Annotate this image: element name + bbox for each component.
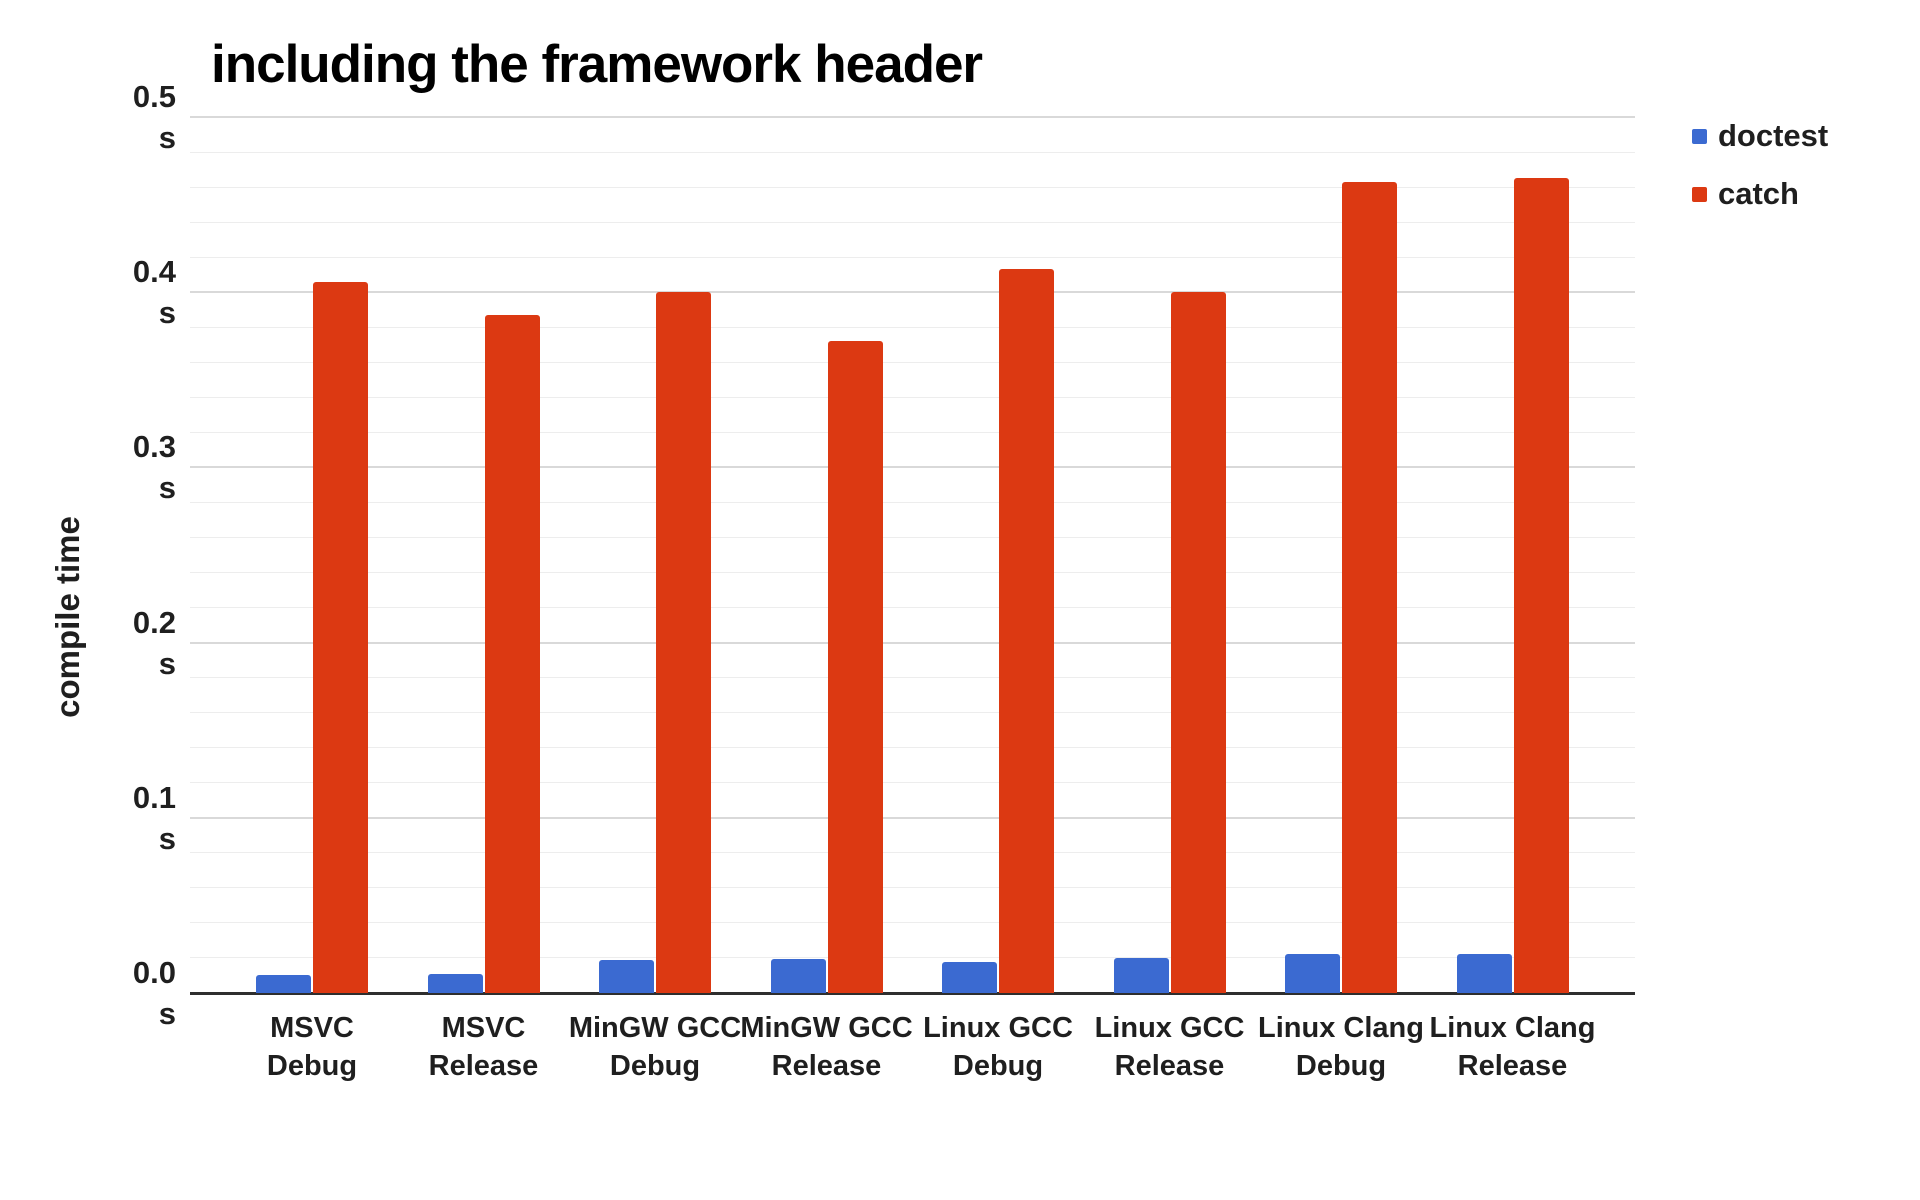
- major-gridline: [190, 816, 1635, 819]
- x-category-label: MSVC Debug: [202, 1009, 422, 1085]
- minor-gridline: [190, 396, 1635, 398]
- bar-catch-linux-gcc-debug: [999, 269, 1054, 993]
- minor-gridline: [190, 887, 1635, 889]
- minor-gridline: [190, 712, 1635, 714]
- y-tick-unit: s: [158, 120, 176, 155]
- minor-gridline: [190, 677, 1635, 679]
- y-tick-unit: s: [158, 996, 176, 1031]
- minor-gridline: [190, 852, 1635, 854]
- minor-gridline: [190, 536, 1635, 538]
- x-label-line2: Release: [428, 1050, 539, 1082]
- bar-doctest-linux-clang-debug: [1285, 954, 1340, 993]
- y-tick-value: 0.4: [132, 254, 176, 290]
- y-tick-label: 0.2 s: [58, 602, 176, 684]
- doctest-color-swatch: [1692, 128, 1707, 144]
- x-axis-line: [190, 992, 1635, 995]
- minor-gridline: [190, 501, 1635, 503]
- x-label-line1: MSVC: [441, 1012, 526, 1044]
- chart-title: including the framework header: [211, 35, 983, 94]
- minor-gridline: [190, 782, 1635, 784]
- x-label-line2: Release: [771, 1050, 882, 1082]
- legend: doctest catch: [1692, 118, 1828, 234]
- x-category-label: Linux GCC Release: [1060, 1009, 1280, 1085]
- x-category-label: MinGW GCC Debug: [545, 1009, 765, 1085]
- catch-color-swatch: [1692, 186, 1707, 202]
- bar-doctest-msvc-debug: [256, 975, 311, 993]
- y-tick-label: 0.1 s: [58, 777, 176, 859]
- minor-gridline: [190, 151, 1635, 153]
- x-label-line2: Release: [1114, 1050, 1225, 1082]
- bar-catch-mingw-gcc-release: [827, 341, 883, 993]
- major-gridline: [190, 291, 1635, 294]
- bar-doctest-mingw-gcc-debug: [599, 960, 654, 993]
- x-label-line2: Debug: [609, 1050, 701, 1082]
- y-tick-label: 0.0 s: [58, 952, 176, 1034]
- x-label-line2: Debug: [952, 1050, 1044, 1082]
- y-tick-value: 0.0: [132, 955, 176, 990]
- x-label-line2: Debug: [1295, 1050, 1387, 1082]
- x-label-line1: Linux Clang: [1429, 1012, 1596, 1044]
- minor-gridline: [190, 572, 1635, 574]
- minor-gridline: [190, 957, 1635, 959]
- bar-catch-msvc-release: [484, 315, 540, 993]
- y-tick-unit: s: [158, 470, 176, 506]
- bar-catch-linux-clang-debug: [1342, 182, 1397, 993]
- x-category-label: Linux Clang Debug: [1231, 1009, 1451, 1085]
- y-tick-value: 0.5: [132, 79, 176, 114]
- y-tick-label: 0.5 s: [58, 76, 176, 158]
- minor-gridline: [190, 747, 1635, 749]
- bar-doctest-linux-gcc-debug: [942, 962, 997, 993]
- legend-label-doctest: doctest: [1718, 118, 1829, 153]
- y-tick-value: 0.1: [132, 779, 176, 815]
- x-label-line1: MinGW GCC: [740, 1012, 913, 1044]
- x-category-label: Linux Clang Release: [1403, 1009, 1623, 1085]
- major-gridline: [190, 641, 1635, 644]
- x-label-line1: Linux GCC: [1094, 1012, 1245, 1044]
- minor-gridline: [190, 607, 1635, 609]
- minor-gridline: [190, 922, 1635, 924]
- bar-catch-msvc-debug: [313, 282, 368, 993]
- legend-item-doctest: doctest: [1692, 118, 1828, 154]
- x-label-line2: Release: [1457, 1050, 1568, 1082]
- legend-label-catch: catch: [1718, 176, 1799, 211]
- y-tick-label: 0.3 s: [58, 426, 176, 508]
- x-label-line1: Linux GCC: [923, 1012, 1073, 1044]
- bar-catch-mingw-gcc-debug: [656, 292, 711, 993]
- y-tick-label: 0.4 s: [58, 251, 176, 333]
- minor-gridline: [190, 256, 1635, 258]
- bar-doctest-linux-clang-release: [1456, 954, 1512, 993]
- bar-doctest-linux-gcc-release: [1113, 958, 1169, 993]
- bar-catch-linux-clang-release: [1513, 178, 1569, 993]
- bar-catch-linux-gcc-release: [1170, 292, 1226, 993]
- major-gridline: [190, 466, 1635, 469]
- major-gridline: [190, 116, 1635, 118]
- bar-doctest-mingw-gcc-release: [770, 959, 826, 993]
- bar-doctest-msvc-release: [427, 974, 483, 993]
- y-tick-unit: s: [158, 645, 176, 681]
- x-category-label: MinGW GCC Release: [717, 1009, 937, 1085]
- minor-gridline: [190, 431, 1635, 433]
- x-label-line1: Linux Clang: [1258, 1012, 1424, 1044]
- x-category-label: MSVC Release: [374, 1009, 594, 1085]
- minor-gridline: [190, 186, 1635, 188]
- minor-gridline: [190, 326, 1635, 328]
- x-category-label: Linux GCC Debug: [888, 1009, 1108, 1085]
- legend-item-catch: catch: [1692, 176, 1828, 212]
- x-label-line2: Debug: [266, 1050, 358, 1082]
- minor-gridline: [190, 361, 1635, 363]
- y-tick-value: 0.3: [132, 429, 176, 465]
- x-label-line1: MinGW GCC: [568, 1012, 742, 1044]
- y-tick-unit: s: [158, 820, 176, 856]
- x-label-line1: MSVC: [270, 1012, 354, 1044]
- minor-gridline: [190, 221, 1635, 223]
- y-tick-value: 0.2: [132, 604, 176, 640]
- y-tick-unit: s: [158, 295, 176, 331]
